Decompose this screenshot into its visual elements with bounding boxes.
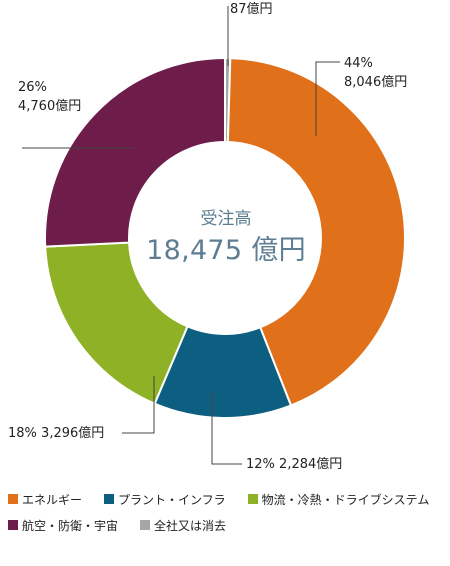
legend-swatch-other xyxy=(140,520,151,530)
legend-label-energy: エネルギー xyxy=(22,492,83,507)
legend-row-1: エネルギー プラント・インフラ 物流・冷熱・ドライブシステム xyxy=(8,486,448,512)
legend-swatch-plant xyxy=(104,494,115,504)
donut-chart-svg xyxy=(22,6,406,465)
legend-label-aerospace: 航空・防衛・宇宙 xyxy=(22,518,119,533)
legend-item-logistics: 物流・冷熱・ドライブシステム xyxy=(247,491,430,508)
legend-swatch-energy xyxy=(8,494,18,504)
legend-label-plant: プラント・インフラ xyxy=(118,492,226,507)
aerospace-percent-label: 26% xyxy=(18,80,47,95)
legend-item-energy: エネルギー xyxy=(8,491,82,508)
legend-label-other: 全社又は消去 xyxy=(154,518,227,533)
donut-slice-logistics xyxy=(44,241,189,405)
logistics-percent-label: 18% xyxy=(8,426,37,441)
annotation-other: 87億円 xyxy=(230,0,273,19)
legend: エネルギー プラント・インフラ 物流・冷熱・ドライブシステム 航空・防衛・宇宙 … xyxy=(8,486,448,538)
annotation-aerospace: 26% 4,760億円 xyxy=(18,78,81,116)
annotation-plant: 12% 2,284億円 xyxy=(246,455,342,474)
energy-value-label: 8,046億円 xyxy=(344,75,408,90)
center-title: 受注高 xyxy=(200,209,252,229)
energy-percent-label: 44% xyxy=(344,56,373,71)
legend-item-plant: プラント・インフラ xyxy=(104,491,226,508)
logistics-value-label: 3,296億円 xyxy=(41,426,105,441)
legend-item-aerospace: 航空・防衛・宇宙 xyxy=(8,517,118,534)
other-value-label: 87億円 xyxy=(230,2,273,17)
leader-line-plant xyxy=(211,392,242,465)
legend-item-other: 全社又は消去 xyxy=(140,517,226,534)
annotation-energy: 44% 8,046億円 xyxy=(344,54,407,92)
donut-slice-aerospace xyxy=(44,56,226,248)
legend-row-2: 航空・防衛・宇宙 全社又は消去 xyxy=(8,512,448,538)
center-value: 18,475 億円 xyxy=(146,235,306,266)
aerospace-value-label: 4,760億円 xyxy=(18,99,82,114)
donut-slice-energy xyxy=(226,57,406,407)
plant-percent-label: 12% xyxy=(246,457,275,472)
annotation-logistics: 18% 3,296億円 xyxy=(8,424,104,443)
legend-label-logistics: 物流・冷熱・ドライブシステム xyxy=(261,492,430,507)
plant-value-label: 2,284億円 xyxy=(279,457,343,472)
leader-line-energy xyxy=(315,61,340,136)
donut-chart: 受注高 18,475 億円 87億円 44% 8,046億円 26% 4,760… xyxy=(8,0,407,474)
legend-swatch-aerospace xyxy=(8,520,18,530)
legend-swatch-logistics xyxy=(247,494,258,504)
leader-line-logistics xyxy=(122,376,155,434)
